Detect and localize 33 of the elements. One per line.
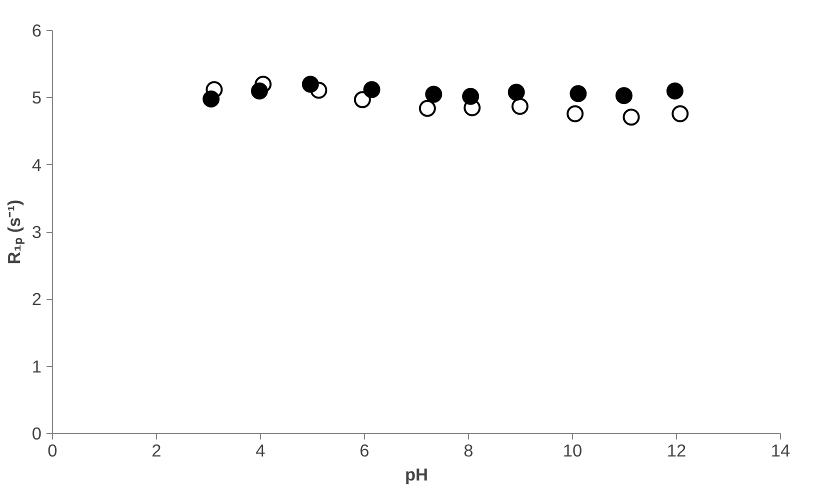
point xyxy=(511,98,528,115)
point xyxy=(508,84,525,101)
x-tick-label: 6 xyxy=(360,440,370,460)
x-tick-label: 12 xyxy=(666,440,686,460)
x-tick-label: 0 xyxy=(48,440,58,460)
x-tick-label: 10 xyxy=(562,440,582,460)
point xyxy=(672,105,689,122)
point xyxy=(418,100,436,117)
y-tick-label: 5 xyxy=(32,88,42,108)
point xyxy=(250,82,268,100)
point xyxy=(425,86,442,103)
point xyxy=(622,108,640,126)
point xyxy=(462,88,480,105)
y-tick-label: 4 xyxy=(32,154,42,175)
point xyxy=(363,81,380,98)
x-axis-title: pH xyxy=(404,464,428,484)
x-tick-label: 14 xyxy=(770,440,790,460)
y-tick-label: 6 xyxy=(32,20,42,40)
y-tick-label: 2 xyxy=(32,289,42,310)
point xyxy=(666,82,684,100)
y-tick-label: 1 xyxy=(32,356,42,376)
x-tick-label: 2 xyxy=(152,440,162,460)
point xyxy=(615,87,632,104)
point xyxy=(202,90,220,108)
y-tick-label: 0 xyxy=(32,424,42,444)
point xyxy=(354,91,371,108)
y-tick-label: 3 xyxy=(32,222,42,242)
x-tick-label: 4 xyxy=(256,440,266,460)
point xyxy=(566,105,584,122)
point xyxy=(570,85,587,102)
y-axis-title: R₁ₚ (s⁻¹) xyxy=(4,200,25,264)
x-tick-label: 8 xyxy=(464,440,474,460)
point xyxy=(302,76,319,93)
